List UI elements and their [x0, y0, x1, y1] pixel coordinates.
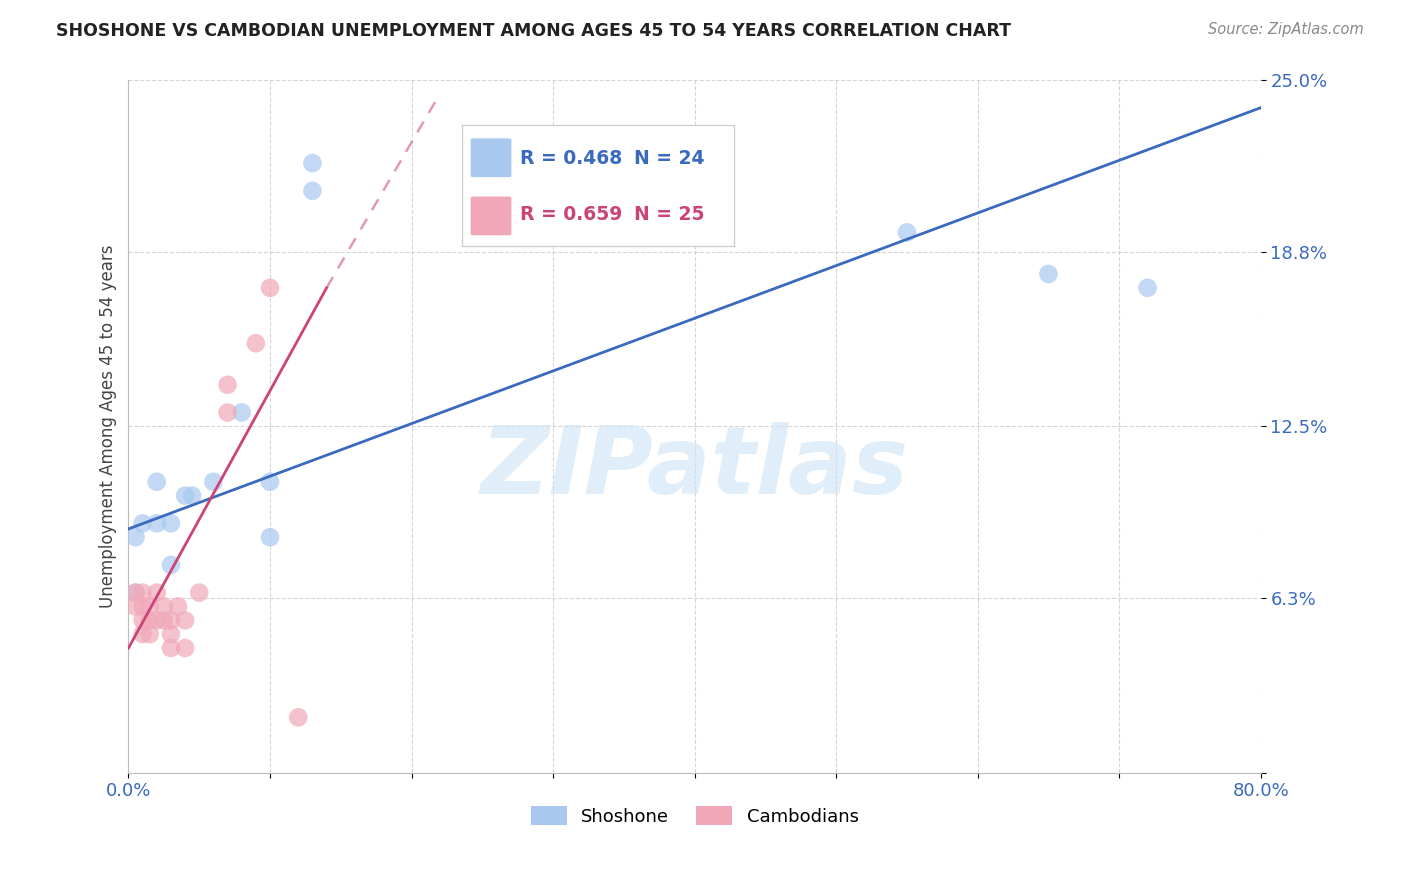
- Point: [153, 613, 176, 627]
- Point: [259, 475, 281, 489]
- Point: [259, 530, 281, 544]
- Point: [259, 281, 281, 295]
- Point: [217, 405, 239, 419]
- Point: [160, 613, 183, 627]
- Point: [174, 489, 197, 503]
- Point: [160, 516, 183, 531]
- Point: [896, 226, 918, 240]
- Point: [1038, 267, 1060, 281]
- Point: [131, 599, 153, 614]
- Point: [683, 226, 706, 240]
- Point: [131, 585, 153, 599]
- Point: [138, 627, 160, 641]
- Point: [1136, 281, 1159, 295]
- Text: Source: ZipAtlas.com: Source: ZipAtlas.com: [1208, 22, 1364, 37]
- Point: [231, 405, 253, 419]
- Point: [146, 516, 169, 531]
- Point: [146, 475, 169, 489]
- Text: ZIPatlas: ZIPatlas: [481, 422, 908, 514]
- Point: [146, 613, 169, 627]
- Point: [167, 599, 190, 614]
- Point: [217, 377, 239, 392]
- Point: [181, 489, 204, 503]
- Point: [146, 585, 169, 599]
- Point: [124, 585, 146, 599]
- Point: [124, 530, 146, 544]
- Point: [174, 641, 197, 656]
- Point: [124, 599, 146, 614]
- Point: [131, 613, 153, 627]
- Point: [174, 613, 197, 627]
- Point: [138, 613, 160, 627]
- Point: [188, 585, 211, 599]
- Point: [287, 710, 309, 724]
- Point: [153, 599, 176, 614]
- Y-axis label: Unemployment Among Ages 45 to 54 years: Unemployment Among Ages 45 to 54 years: [100, 244, 117, 608]
- Point: [131, 516, 153, 531]
- Point: [245, 336, 267, 351]
- Point: [202, 475, 225, 489]
- Point: [160, 641, 183, 656]
- Point: [160, 627, 183, 641]
- Legend: Shoshone, Cambodians: Shoshone, Cambodians: [523, 799, 866, 833]
- Point: [124, 585, 146, 599]
- Text: SHOSHONE VS CAMBODIAN UNEMPLOYMENT AMONG AGES 45 TO 54 YEARS CORRELATION CHART: SHOSHONE VS CAMBODIAN UNEMPLOYMENT AMONG…: [56, 22, 1011, 40]
- Point: [138, 599, 160, 614]
- Point: [301, 156, 323, 170]
- Point: [131, 627, 153, 641]
- Point: [301, 184, 323, 198]
- Point: [160, 558, 183, 572]
